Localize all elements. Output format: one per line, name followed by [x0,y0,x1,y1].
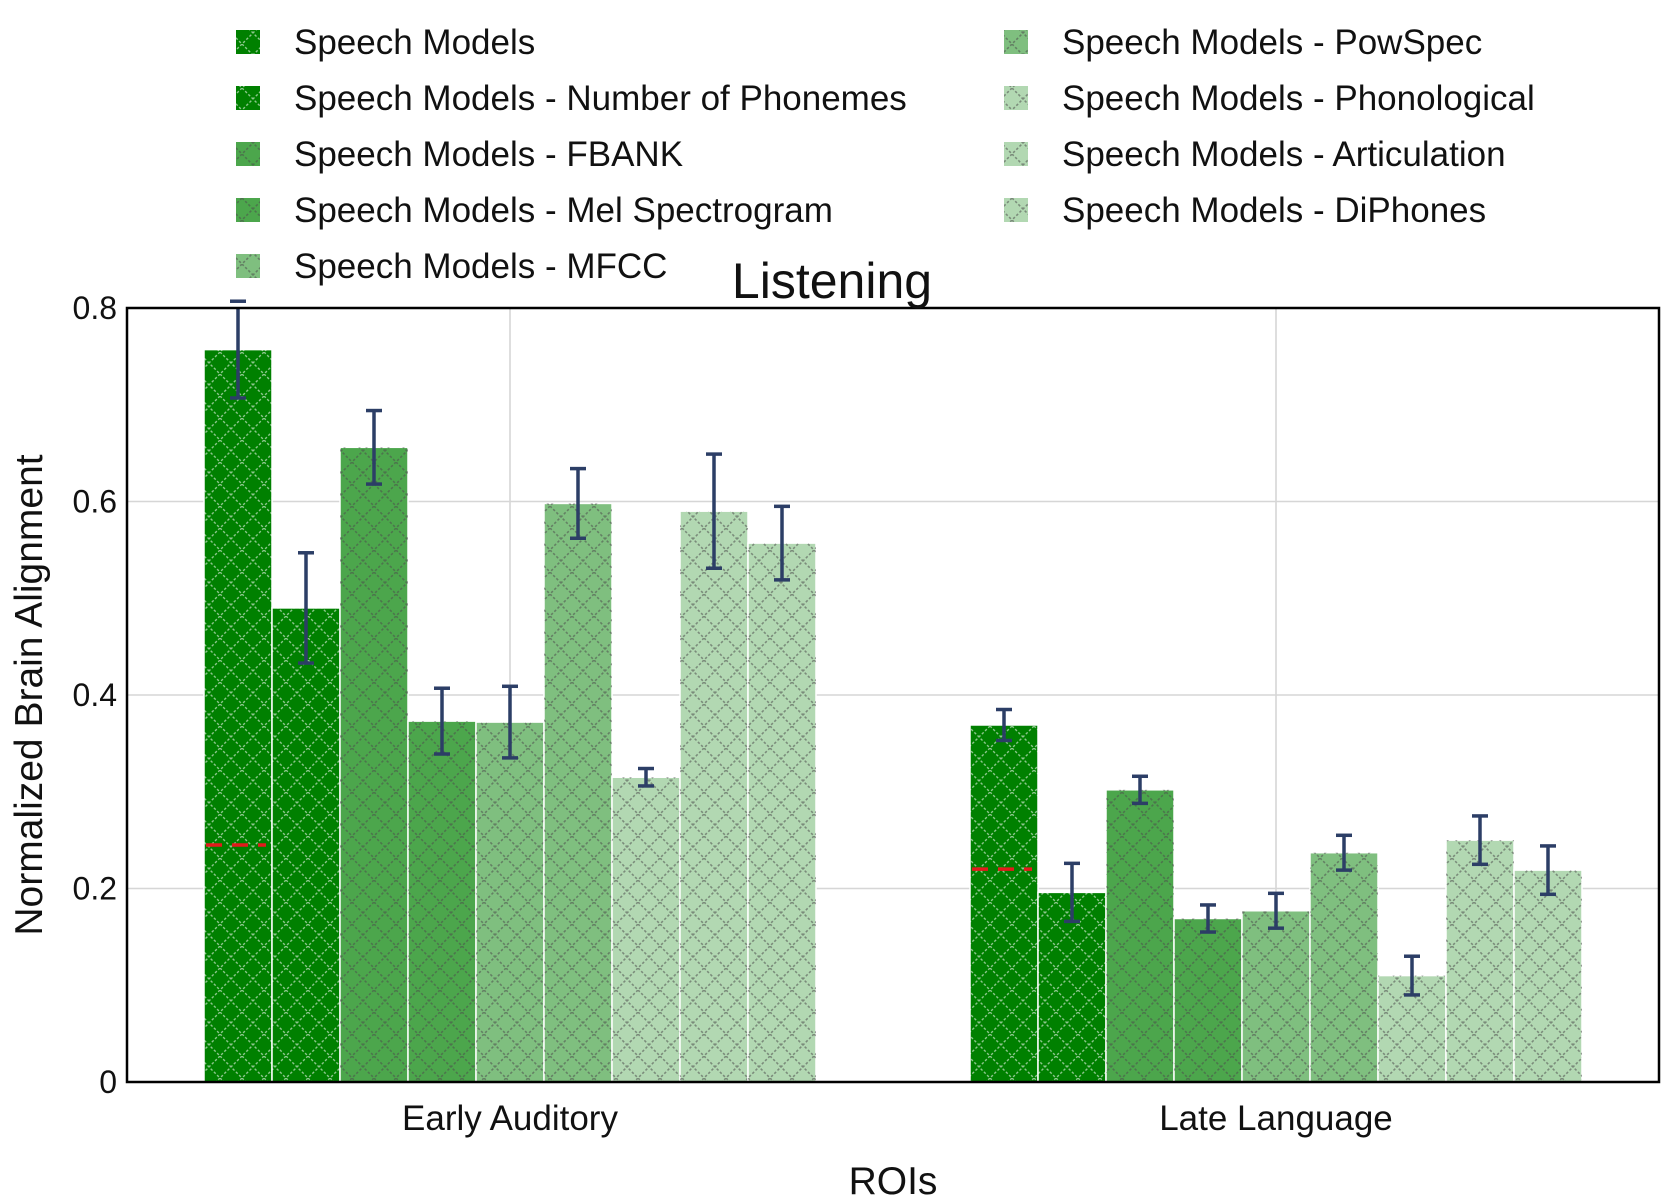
bar-hatch [1446,840,1514,1082]
legend-label: Speech Models - Number of Phonemes [294,79,907,118]
bar [1445,839,1515,1083]
y-tick-label: 0 [99,1064,117,1100]
legend-swatch-hatch [1004,86,1028,110]
bar [475,721,545,1083]
bar-hatch [1106,789,1174,1082]
legend-label: Speech Models - MFCC [294,247,667,286]
bar [1241,910,1311,1083]
error-bar [1472,814,1488,867]
bar-hatch [408,721,476,1082]
legend-label: Speech Models - Articulation [1062,135,1506,174]
x-ticks: Early Auditory Late Language [402,1099,1393,1138]
error-bar [706,452,722,571]
legend-swatch-hatch [236,198,260,222]
legend-item: Speech Models - Mel Spectrogram [236,191,833,230]
y-ticks: 0 0.2 0.4 0.6 0.8 [73,290,117,1100]
bar [1173,917,1243,1083]
legend-swatch-hatch [1004,142,1028,166]
bar [611,776,681,1083]
bar [543,502,613,1083]
error-bar [1336,833,1352,872]
bar-hatch [340,447,408,1082]
error-bar [1200,903,1216,934]
error-bar [638,766,654,788]
bar [1377,974,1447,1083]
legend-label: Speech Models - FBANK [294,135,683,174]
legend-item: Speech Models - PowSpec [1004,23,1482,62]
error-bar [1064,861,1080,924]
legend-item: Speech Models - DiPhones [1004,191,1486,230]
bar-hatch [1038,892,1106,1082]
error-bar [434,686,450,756]
bar [407,720,477,1083]
legend-item: Speech Models - Phonological [1004,79,1535,118]
bar-hatch [476,722,544,1082]
bar-hatch [1514,870,1582,1082]
legend-item: Speech Models - Number of Phonemes [236,79,907,118]
bar-hatch [204,349,272,1082]
error-bar [570,466,586,541]
bar-hatch [272,607,340,1082]
x-tick-label: Early Auditory [402,1099,618,1138]
error-bar [230,299,246,400]
error-bar [1540,844,1556,897]
bar [969,724,1039,1083]
error-bar [774,504,790,582]
legend-swatch-hatch [236,30,260,54]
bar [271,607,341,1083]
legend-label: Speech Models [294,23,535,62]
bar [679,510,749,1083]
bar-hatch [680,511,748,1082]
legend-label: Speech Models - Phonological [1062,79,1535,118]
legend-item: Speech Models - MFCC [236,247,667,286]
bars-group [203,348,1583,1083]
bar-hatch [748,543,816,1082]
plot-frame [125,306,1661,1084]
error-bar [996,707,1012,743]
x-tick-label: Late Language [1159,1099,1393,1138]
bar-hatch [1310,852,1378,1082]
error-bar [1132,774,1148,806]
legend-swatch-hatch [1004,30,1028,54]
legend-item: Speech Models - FBANK [236,135,683,174]
chart-title: Listening [732,253,932,309]
bar-hatch [1174,918,1242,1082]
y-tick-label: 0.6 [73,484,117,520]
bar-hatch [544,503,612,1082]
error-bar [1268,891,1284,930]
x-axis-title: ROIs [849,1160,938,1203]
bar [339,446,409,1083]
legend-swatch-hatch [236,254,260,278]
error-bars-group [230,299,1556,997]
bar [747,542,817,1083]
bar [1105,789,1175,1083]
error-bar [298,551,314,665]
bar [1309,851,1379,1083]
error-bar [366,408,382,486]
bar-hatch [970,724,1038,1082]
y-axis-title: Normalized Brain Alignment [8,454,51,935]
bar [203,348,273,1083]
bar-hatch [1242,910,1310,1082]
baselines-group [206,843,1032,871]
legend-label: Speech Models - DiPhones [1062,191,1486,230]
error-bar [1404,954,1420,997]
legend-label: Speech Models - Mel Spectrogram [294,191,833,230]
legend-item: Speech Models [236,23,535,62]
y-tick-label: 0.8 [73,290,117,326]
legend-swatch-hatch [236,86,260,110]
legend-swatch-hatch [236,142,260,166]
legend-label: Speech Models - PowSpec [1062,23,1482,62]
y-tick-label: 0.4 [73,677,117,713]
bar-hatch [612,777,680,1082]
y-tick-label: 0.2 [73,871,117,907]
legend: Speech Models Speech Models - Number of P… [236,23,1535,286]
error-bar [502,684,518,760]
legend-swatch-hatch [1004,198,1028,222]
legend-item: Speech Models - Articulation [1004,135,1506,174]
bar [1513,869,1583,1083]
